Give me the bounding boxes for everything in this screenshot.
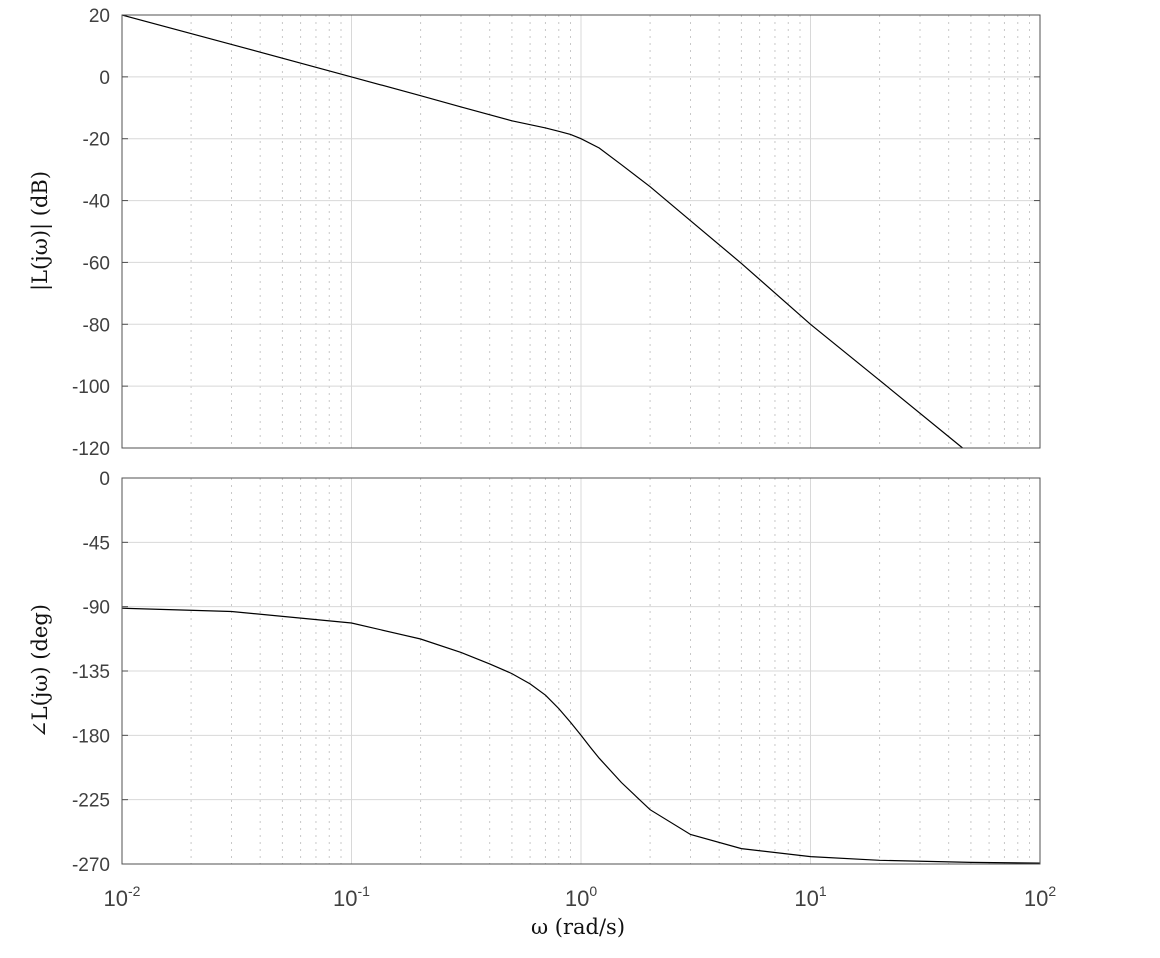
magnitude-y-tick-label: -40 [83,192,110,213]
x-tick-labels: 10-2 10-1 100 101 102 [104,883,1057,911]
magnitude-y-tick-label: -20 [83,130,110,151]
phase-y-tick-label: -90 [83,598,110,619]
phase-y-tick-label: -135 [72,662,110,683]
magnitude-y-tick-label: -60 [83,253,110,274]
phase-curve [121,607,1041,864]
x-tick-label: 101 [794,883,826,911]
magnitude-y-tick-label: 0 [99,68,110,89]
x-tick-label: 10-1 [333,883,370,911]
magnitude-y-ticks: 20 0 -20 -40 -60 -80 -100 -120 [72,6,1040,460]
magnitude-y-tick-label: -120 [72,439,110,460]
phase-y-tick-label: -270 [72,855,110,876]
magnitude-y-axis-label: |L(jω)| (dB) [28,171,53,291]
x-tick-label: 10-2 [104,883,141,911]
phase-grid [122,478,1040,864]
magnitude-axes-frame [121,14,1041,449]
phase-y-tick-label: -45 [83,533,110,554]
phase-y-axis-label: ∠L(jω) (deg) [28,604,52,738]
magnitude-y-tick-label: -80 [83,315,110,336]
phase-y-tick-label: -225 [72,791,110,812]
magnitude-y-tick-label: -100 [72,377,110,398]
magnitude-curve [121,14,963,449]
magnitude-y-tick-label: 20 [89,6,110,27]
phase-y-tick-label: -180 [72,726,110,747]
phase-y-ticks: 0 -45 -90 -135 -180 -225 -270 [72,469,1040,876]
x-tick-label: 100 [565,883,597,911]
phase-y-tick-label: 0 [99,469,110,490]
x-axis-label: ω (rad/s) [531,915,625,939]
x-tick-label: 102 [1024,883,1056,911]
magnitude-grid [122,15,1040,448]
